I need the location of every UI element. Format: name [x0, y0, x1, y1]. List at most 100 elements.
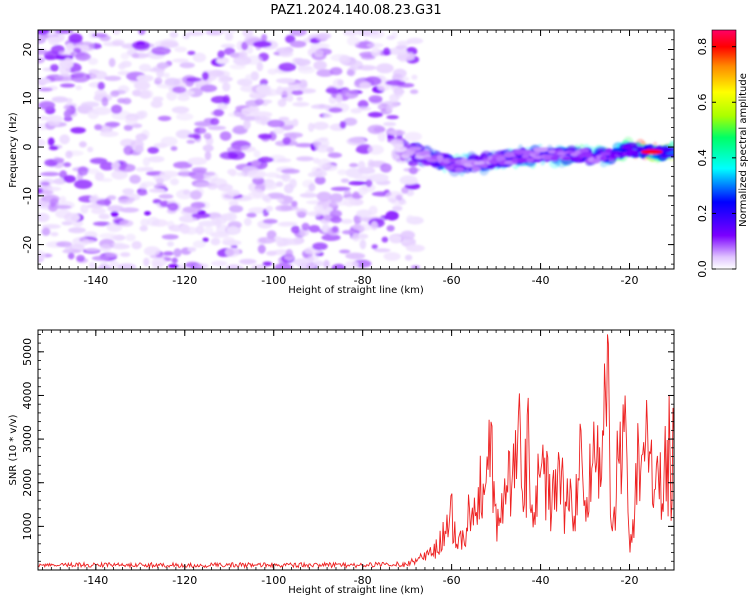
heatmap-blob: [367, 159, 375, 170]
heatmap-blob: [167, 202, 179, 211]
heatmap-blob: [219, 151, 239, 160]
heatmap-blob: [118, 163, 136, 173]
heatmap-blob: [41, 227, 51, 236]
snr-panel: -140 -120 -100 -80 -60 -40 -20 1000 2000 3000 400…: [8, 329, 675, 596]
x-tick-label: -40: [532, 274, 550, 287]
heatmap-blob: [381, 236, 389, 243]
heatmap-blob: [222, 239, 242, 246]
heatmap-blob: [75, 85, 82, 91]
heatmap-blob: [272, 249, 290, 256]
signal-peak: [640, 149, 663, 155]
heatmap-blob: [358, 167, 376, 175]
heatmap-blob: [175, 189, 193, 200]
heatmap-blob: [195, 225, 205, 235]
heatmap-blob: [139, 225, 148, 232]
heatmap-blob: [222, 94, 231, 105]
heatmap-blob: [156, 62, 169, 69]
heatmap-blob: [323, 259, 330, 269]
heatmap-blob: [38, 35, 46, 44]
x-tick-label: -20: [621, 274, 639, 287]
heatmap-blob: [337, 79, 344, 86]
heatmap-blob: [257, 244, 266, 254]
heatmap-blob: [108, 57, 116, 68]
heatmap-blob: [225, 32, 234, 41]
heatmap-blob: [383, 121, 397, 127]
heatmap-blob: [225, 212, 237, 222]
y-tick-label: 2000: [21, 469, 34, 497]
heatmap-blob: [410, 265, 421, 269]
heatmap-blob: [386, 225, 395, 232]
heatmap-blob: [38, 77, 51, 85]
heatmap-blob: [359, 239, 367, 250]
heatmap-blob: [192, 240, 206, 248]
heatmap-blob: [370, 221, 378, 231]
heatmap-blob: [401, 186, 409, 194]
heatmap-blob: [368, 95, 383, 103]
heatmap-blob: [87, 57, 99, 65]
heatmap-blob: [262, 261, 273, 267]
heatmap-blob: [265, 205, 274, 212]
heatmap-blob: [291, 90, 304, 96]
heatmap-blob: [250, 71, 259, 81]
heatmap-blob: [98, 213, 110, 220]
heatmap-blob: [295, 208, 308, 217]
heatmap-blob: [285, 249, 293, 259]
heatmap-blob: [213, 109, 225, 117]
heatmap-blob: [301, 222, 310, 231]
heatmap-blob: [408, 166, 418, 175]
heatmap-blob: [278, 116, 290, 121]
heatmap-blob: [251, 160, 262, 167]
heatmap-blob: [343, 196, 356, 207]
heatmap-blob: [307, 122, 315, 132]
heatmap-blob: [204, 150, 212, 161]
signal-blob: [399, 146, 407, 151]
heatmap-blob: [343, 30, 358, 37]
y-tick-label: 5000: [21, 338, 34, 366]
heatmap-blob: [349, 163, 359, 168]
heatmap-blob: [335, 94, 343, 103]
heatmap-blob: [329, 67, 343, 76]
heatmap-blob: [54, 76, 74, 82]
heatmap-blob: [70, 72, 91, 83]
heatmap-blob: [50, 232, 59, 237]
heatmap-blob: [202, 144, 214, 152]
heatmap-blob: [171, 106, 190, 114]
heatmap-blob: [149, 254, 168, 259]
heatmap-blob: [406, 215, 415, 224]
heatmap-blob: [227, 168, 237, 176]
heatmap-blob: [178, 215, 197, 223]
heatmap-blob: [135, 133, 148, 141]
heatmap-blob: [187, 133, 200, 139]
heatmap-blob: [312, 121, 329, 130]
heatmap-blob: [101, 125, 110, 132]
heatmap-blob: [110, 104, 123, 114]
heatmap-blob: [191, 212, 211, 219]
heatmap-blob: [187, 157, 207, 166]
heatmap-blob: [367, 124, 385, 135]
heatmap-blob: [331, 263, 346, 269]
figure-title: PAZ1.2024.140.08.23.G31: [270, 3, 441, 18]
heatmap-blob: [80, 204, 89, 214]
heatmap-blob: [104, 252, 119, 257]
heatmap-blob: [297, 65, 313, 71]
heatmap-blob: [46, 36, 65, 43]
heatmap-blob: [58, 50, 77, 56]
heatmap-blob: [176, 265, 185, 269]
heatmap-blob: [170, 178, 179, 186]
x-tick-label: -40: [532, 574, 550, 587]
heatmap-blob: [136, 74, 154, 82]
heatmap-blob: [409, 89, 419, 94]
heatmap-blob: [176, 112, 194, 121]
heatmap-blob: [53, 157, 65, 163]
colorbar-tick-label: 0.2: [696, 205, 709, 223]
heatmap-blob: [118, 198, 134, 205]
heatmap-blob: [93, 221, 111, 227]
heatmap-blob: [149, 188, 166, 193]
heatmap-blob: [156, 83, 175, 89]
heatmap-blob: [112, 39, 125, 46]
heatmap-blob: [171, 257, 178, 264]
heatmap-blob: [194, 121, 214, 127]
heatmap-blob: [353, 214, 362, 224]
heatmap-blob: [157, 115, 172, 122]
